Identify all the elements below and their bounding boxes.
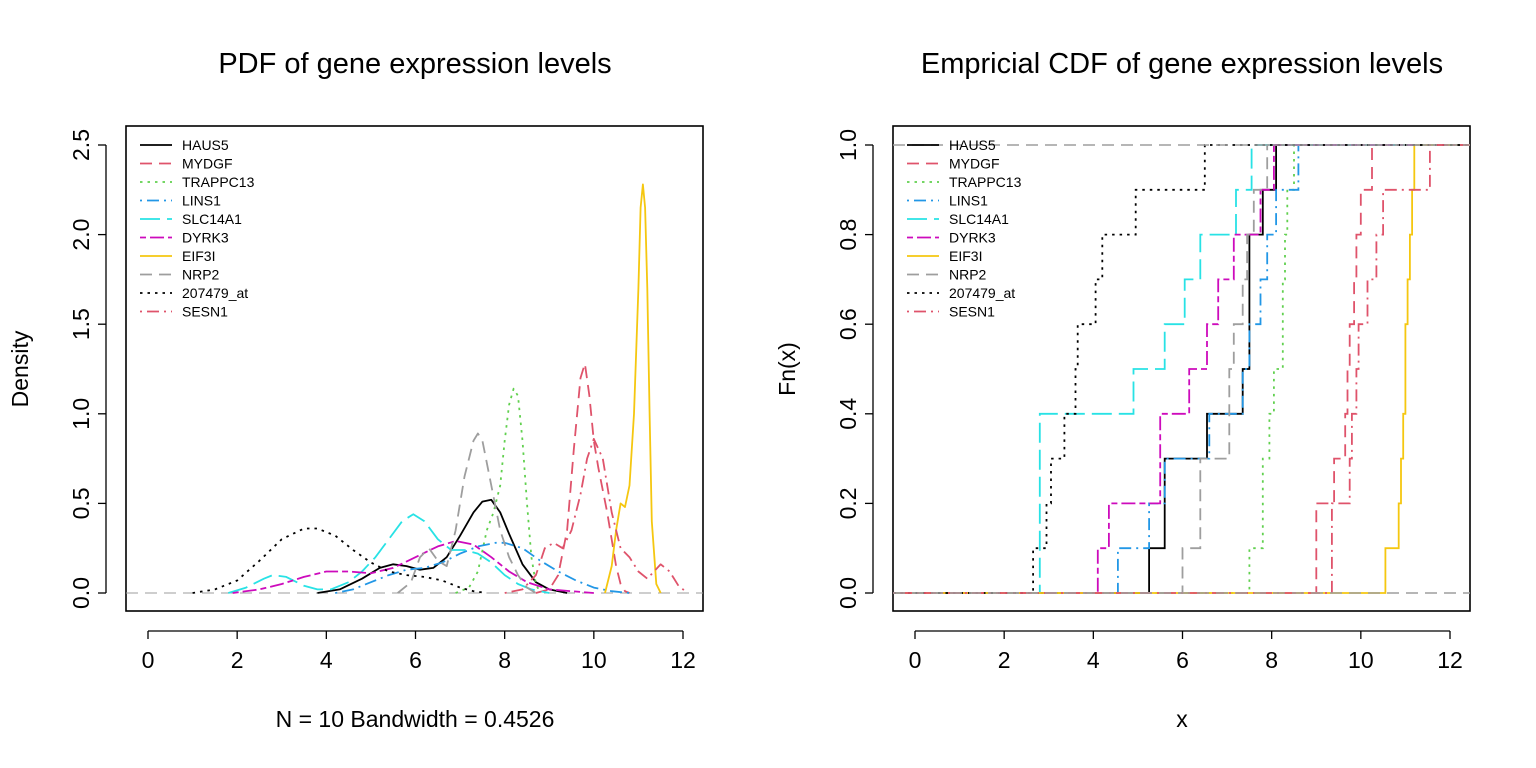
ecdf-legend-label: DYRK3 [949, 230, 996, 246]
ecdf-legend-label: 207479_at [949, 285, 1015, 301]
ecdf-series-207479-at [893, 144, 1470, 594]
pdf-series-lins1 [335, 541, 630, 594]
pdf-legend-label: MYDGF [182, 156, 233, 172]
pdf-legend-label: SLC14A1 [182, 211, 242, 227]
ecdf-axes: 0 2 4 6 8 10 12 0.0 0.2 0.4 0.6 0.8 1.0 [835, 125, 1471, 673]
pdf-series-haus5 [317, 498, 568, 594]
pdf-x-tick-label: 8 [498, 647, 511, 673]
ecdf-x-tick-label: 0 [909, 647, 922, 673]
ecdf-legend-label: MYDGF [949, 156, 1000, 172]
pdf-series-dyrk3 [232, 540, 594, 594]
pdf-series-eif3i [604, 183, 662, 594]
ecdf-x-tick-label: 6 [1176, 647, 1189, 673]
pdf-series-slc14a1 [228, 513, 550, 594]
pdf-legend-label: DYRK3 [182, 230, 229, 246]
ecdf-y-tick-label: 0.0 [835, 577, 861, 609]
pdf-series-trappc13 [455, 387, 542, 594]
ecdf-series-lines [893, 144, 1470, 594]
ecdf-legend-label: LINS1 [949, 193, 988, 209]
ecdf-y-tick-label: 0.4 [835, 398, 861, 430]
pdf-x-tick-label: 4 [320, 647, 333, 673]
ecdf-y-tick-label: 0.6 [835, 308, 861, 340]
ecdf-y-tick-label: 1.0 [835, 129, 861, 161]
ecdf-x-tick-label: 10 [1348, 647, 1374, 673]
pdf-x-tick-label: 12 [670, 647, 696, 673]
pdf-legend-label: 207479_at [182, 285, 248, 301]
pdf-legend-label: NRP2 [182, 267, 220, 283]
ecdf-x-tick-label: 4 [1087, 647, 1100, 673]
ecdf-legend-label: TRAPPC13 [949, 174, 1022, 190]
ecdf-legend-label: NRP2 [949, 267, 987, 283]
ecdf-x-tick-label: 2 [998, 647, 1011, 673]
ecdf-legend: HAUS5 MYDGF TRAPPC13 LINS1 SLC14A1 DYRK3 EIF3I… [907, 137, 1022, 320]
pdf-x-tick-label: 10 [581, 647, 607, 673]
ecdf-series-slc14a1 [893, 144, 1470, 594]
pdf-panel: PDF of gene expression levels N = 10 Ban… [7, 48, 704, 732]
pdf-series-lines [126, 183, 703, 594]
ecdf-legend-label: SLC14A1 [949, 211, 1009, 227]
ecdf-legend-label: EIF3I [949, 248, 982, 264]
pdf-legend-label: HAUS5 [182, 137, 229, 153]
pdf-title: PDF of gene expression levels [218, 48, 611, 80]
ecdf-plot-frame [892, 125, 1471, 612]
pdf-x-tick-label: 0 [142, 647, 155, 673]
ecdf-series-sesn1 [893, 144, 1470, 594]
pdf-x-axis-label: N = 10 Bandwidth = 0.4526 [276, 706, 555, 732]
ecdf-x-tick-label: 8 [1265, 647, 1278, 673]
pdf-y-tick-label: 0.0 [68, 577, 94, 609]
ecdf-legend-label: HAUS5 [949, 137, 996, 153]
ecdf-series-eif3i [893, 144, 1470, 594]
ecdf-x-axis-label: x [1176, 706, 1188, 732]
ecdf-series-mydgf [893, 144, 1470, 594]
pdf-y-tick-label: 1.0 [68, 398, 94, 430]
ecdf-y-tick-label: 0.2 [835, 487, 861, 519]
ecdf-series-trappc13 [893, 144, 1470, 594]
pdf-series-nrp2 [397, 432, 537, 594]
ecdf-title: Empricial CDF of gene expression levels [921, 48, 1443, 80]
pdf-axes: 0 2 4 6 8 10 12 0.0 0.5 1.0 1.5 2.0 2.5 [68, 125, 704, 673]
pdf-y-axis-label: Density [7, 330, 33, 407]
pdf-y-tick-label: 2.0 [68, 219, 94, 251]
pdf-legend-label: LINS1 [182, 193, 221, 209]
ecdf-x-tick-label: 12 [1437, 647, 1463, 673]
pdf-legend: HAUS5 MYDGF TRAPPC13 LINS1 SLC14A1 DYRK3 EIF3I… [140, 137, 255, 320]
pdf-plot-frame [125, 125, 704, 612]
pdf-legend-label: SESN1 [182, 304, 228, 320]
pdf-y-tick-label: 0.5 [68, 487, 94, 519]
ecdf-legend-label: SESN1 [949, 304, 995, 320]
pdf-x-tick-label: 2 [231, 647, 244, 673]
ecdf-y-tick-label: 0.8 [835, 219, 861, 251]
ecdf-panel: Empricial CDF of gene expression levels … [774, 48, 1471, 732]
pdf-series-sesn1 [504, 437, 689, 594]
ecdf-series-dyrk3 [893, 144, 1470, 594]
ecdf-series-lins1 [893, 144, 1470, 594]
pdf-series-mydgf [535, 362, 630, 594]
pdf-x-tick-label: 6 [409, 647, 422, 673]
pdf-y-tick-label: 2.5 [68, 129, 94, 161]
ecdf-y-axis-label: Fn(x) [774, 342, 800, 396]
pdf-legend-label: EIF3I [182, 248, 215, 264]
pdf-y-tick-label: 1.5 [68, 308, 94, 340]
pdf-legend-label: TRAPPC13 [182, 174, 255, 190]
pdf-series-207479-at [192, 527, 487, 594]
